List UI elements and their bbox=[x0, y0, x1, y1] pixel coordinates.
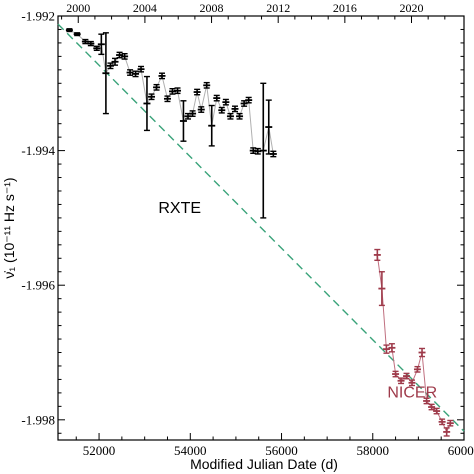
fit-line bbox=[57, 23, 465, 432]
annotation-nicer: NICER bbox=[387, 385, 437, 402]
top-tick-label: 2020 bbox=[399, 1, 423, 15]
x-tick-label: 58000 bbox=[357, 443, 390, 458]
data-point bbox=[265, 99, 273, 155]
data-point bbox=[418, 347, 426, 358]
data-point bbox=[397, 377, 405, 385]
data-point bbox=[87, 40, 95, 47]
data-point bbox=[231, 105, 239, 113]
data-point bbox=[226, 112, 234, 120]
data-point bbox=[259, 82, 267, 219]
data-point bbox=[413, 365, 421, 373]
data-point bbox=[65, 28, 73, 33]
top-tick-label: 2008 bbox=[200, 1, 224, 15]
data-point bbox=[81, 38, 89, 45]
series-nicer bbox=[373, 248, 454, 437]
annotation-rxte: RXTE bbox=[158, 200, 201, 217]
data-point bbox=[423, 397, 431, 405]
data-point bbox=[446, 419, 454, 427]
data-point bbox=[93, 45, 101, 52]
data-point bbox=[378, 271, 386, 307]
data-point bbox=[222, 98, 230, 106]
data-point bbox=[392, 370, 400, 378]
data-point bbox=[132, 70, 140, 78]
data-point bbox=[116, 51, 124, 59]
data-point bbox=[97, 33, 105, 56]
data-point bbox=[126, 69, 134, 76]
series-layer bbox=[65, 28, 454, 437]
x-tick-label: 54000 bbox=[174, 443, 207, 458]
data-point bbox=[153, 83, 161, 91]
data-point bbox=[208, 104, 216, 147]
data-point bbox=[245, 96, 253, 104]
top-tick-label: 2004 bbox=[133, 1, 157, 15]
series-connector bbox=[376, 254, 451, 434]
x-tick-label: 52000 bbox=[83, 443, 116, 458]
data-point bbox=[438, 418, 446, 426]
data-point bbox=[218, 106, 226, 114]
data-point bbox=[193, 88, 201, 96]
data-point bbox=[236, 112, 244, 120]
data-point bbox=[428, 403, 436, 411]
y-tick-label: -1.994 bbox=[21, 143, 55, 158]
data-point bbox=[403, 372, 411, 380]
data-point bbox=[179, 100, 187, 142]
y-axis-title: ν̇₁ (10⁻¹¹ Hz s⁻¹) bbox=[1, 177, 17, 278]
y-tick-label: -1.998 bbox=[21, 412, 55, 427]
data-point bbox=[143, 75, 151, 132]
y-tick-label: -1.996 bbox=[21, 278, 55, 293]
top-tick-label: 2000 bbox=[66, 1, 90, 15]
data-point bbox=[203, 81, 211, 89]
series-rxte bbox=[65, 28, 277, 219]
y-tick-label: -1.992 bbox=[21, 9, 55, 24]
data-point bbox=[102, 32, 110, 115]
data-point bbox=[373, 248, 381, 262]
data-point bbox=[121, 52, 129, 60]
data-point bbox=[158, 72, 166, 80]
data-point bbox=[174, 87, 182, 95]
data-point bbox=[163, 95, 171, 103]
data-point bbox=[269, 150, 277, 158]
data-point bbox=[388, 343, 396, 353]
data-point bbox=[73, 32, 81, 37]
data-point bbox=[443, 427, 451, 437]
data-point bbox=[148, 93, 156, 101]
data-point bbox=[382, 344, 390, 354]
data-point bbox=[137, 65, 145, 73]
data-point bbox=[213, 94, 221, 102]
data-point bbox=[189, 110, 197, 117]
plot-frame bbox=[57, 15, 465, 441]
data-point bbox=[408, 379, 416, 387]
top-tick-label: 2016 bbox=[333, 1, 357, 15]
x-axis-title: Modified Julian Date (d) bbox=[190, 456, 338, 472]
top-tick-label: 2012 bbox=[266, 1, 290, 15]
ticks-layer: 52000 54000 56000 58000 60000 -1.998 -1.996 -1.… bbox=[21, 1, 474, 458]
annotation-layer: RXTE NICER bbox=[158, 200, 437, 401]
x-tick-label: 56000 bbox=[265, 443, 298, 458]
data-point bbox=[433, 407, 441, 415]
x-tick-label: 60000 bbox=[448, 443, 474, 458]
fit-layer bbox=[57, 23, 465, 432]
data-point bbox=[197, 106, 205, 113]
